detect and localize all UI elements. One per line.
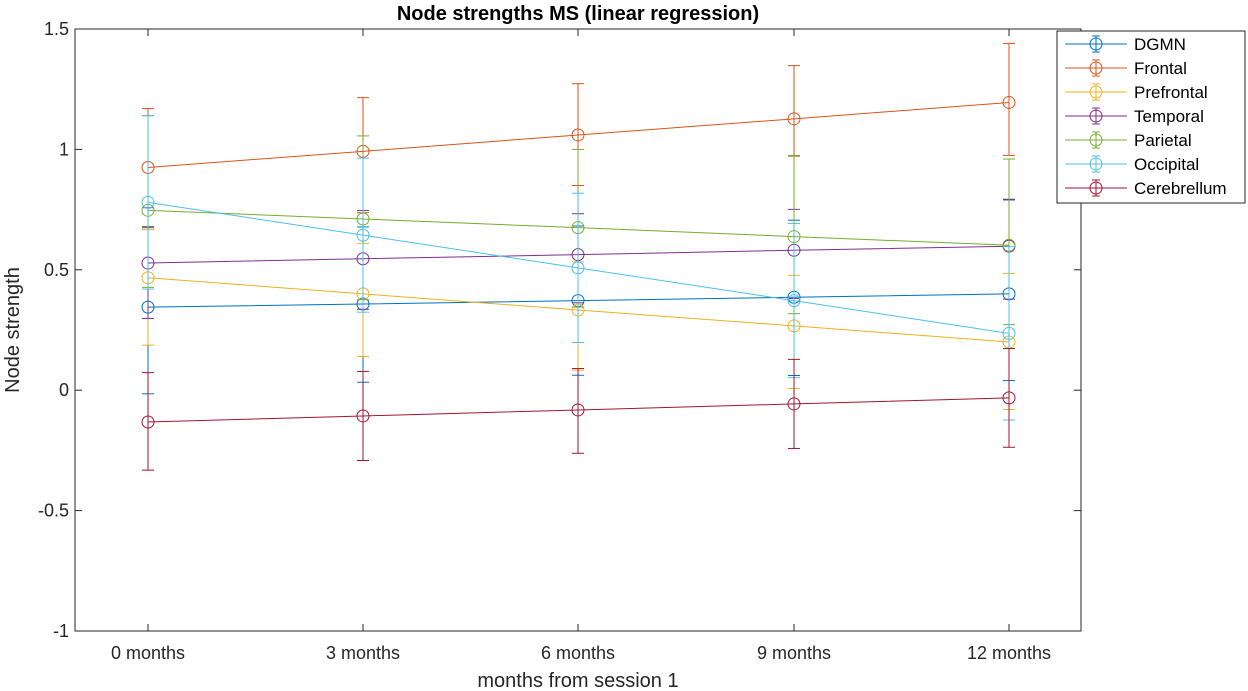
data-point	[787, 294, 801, 308]
legend-box	[1056, 30, 1246, 204]
legend-label: Frontal	[1134, 59, 1187, 78]
legend-item: Parietal	[1065, 131, 1192, 150]
x-axis-label: months from session 1	[477, 670, 678, 691]
legend-marker	[1089, 181, 1103, 195]
legend-label: Temporal	[1134, 107, 1204, 126]
x-tick-label: 0 months	[111, 643, 185, 663]
legend-item: Occipital	[1065, 155, 1199, 174]
series-line	[147, 101, 1010, 168]
legend-label: Parietal	[1134, 131, 1192, 150]
legend-item: DGMN	[1065, 35, 1186, 54]
data-point	[356, 228, 370, 242]
y-tick-label: 1.5	[44, 19, 69, 39]
data-point	[356, 409, 370, 423]
legend-item: Temporal	[1065, 107, 1204, 126]
data-point	[787, 397, 801, 411]
y-tick-label: -1	[53, 621, 69, 641]
series-line	[147, 201, 1010, 334]
data-point	[1002, 326, 1016, 340]
legend-label: DGMN	[1134, 35, 1186, 54]
legend-item: Frontal	[1065, 59, 1187, 78]
data-point	[571, 261, 585, 275]
y-axis-label: Node strength	[2, 267, 24, 393]
legend-marker	[1089, 61, 1103, 75]
data-point	[141, 415, 155, 429]
data-point	[787, 112, 801, 126]
legend-label: Occipital	[1134, 155, 1199, 174]
x-axis: 0 months 3 months 6 months 9 months 12 month…	[111, 29, 1051, 663]
legend-marker	[1089, 85, 1103, 99]
y-tick-label: 1	[59, 139, 69, 159]
data-point	[1002, 391, 1016, 405]
legend-label: Prefrontal	[1134, 83, 1208, 102]
series-layer	[141, 42, 1016, 471]
y-tick-label: -0.5	[38, 501, 69, 521]
y-tick-label: 0	[59, 380, 69, 400]
series-cerebrellum	[141, 348, 1016, 471]
legend-label: Cerebrellum	[1134, 179, 1227, 198]
x-tick-label: 3 months	[326, 643, 400, 663]
x-tick-label: 9 months	[757, 643, 831, 663]
data-point	[571, 403, 585, 417]
chart-title: Node strengths MS (linear regression)	[397, 3, 759, 25]
x-tick-label: 12 months	[967, 643, 1051, 663]
data-point	[141, 195, 155, 209]
series-line	[147, 397, 1010, 423]
legend-marker	[1089, 37, 1103, 51]
data-point	[571, 128, 585, 142]
y-tick-label: 0.5	[44, 260, 69, 280]
data-point	[1002, 95, 1016, 109]
y-axis: -1 -0.5 0 0.5 1 1.5	[38, 19, 1081, 641]
legend-item: Prefrontal	[1065, 83, 1208, 102]
legend-marker	[1089, 157, 1103, 171]
legend-item: Cerebrellum	[1065, 179, 1227, 198]
x-tick-label: 6 months	[541, 643, 615, 663]
legend: DGMN Frontal Prefrontal Temporal Parietal Occ…	[1056, 30, 1246, 204]
legend-marker	[1089, 133, 1103, 147]
legend-marker	[1089, 109, 1103, 123]
